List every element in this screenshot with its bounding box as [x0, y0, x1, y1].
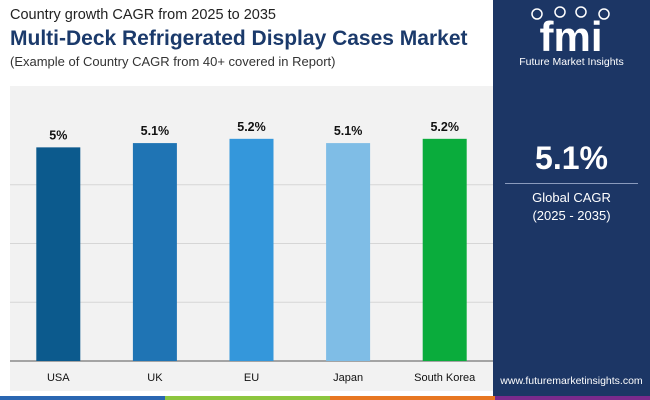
logo-person-icon [531, 8, 543, 20]
side-panel: fmi Future Market Insights 5.1% Global C… [493, 0, 650, 400]
data-label: 5.2% [430, 120, 459, 134]
global-cagr-label: Global CAGR [532, 190, 611, 205]
bar-usa [36, 147, 81, 361]
chart-header: Country growth CAGR from 2025 to 2035 Mu… [10, 6, 490, 71]
x-tick-label: Japan [333, 372, 363, 384]
logo-caption: Future Market Insights [519, 56, 624, 68]
data-label: 5.2% [237, 120, 266, 134]
chart-title: Multi-Deck Refrigerated Display Cases Ma… [10, 27, 468, 50]
chart-panel: 5% USA 5.1% UK 5.2% EU 5.1% Japan 5.2% South Kore… [10, 86, 493, 391]
x-tick-label: UK [147, 372, 163, 384]
data-label: 5.1% [141, 124, 170, 138]
global-cagr-period: (2025 - 2035) [532, 208, 611, 223]
global-cagr-value: 5.1% [535, 140, 608, 176]
logo-leaf-icon [575, 6, 587, 18]
data-label: 5.1% [334, 124, 363, 138]
bar-chart: 5% USA 5.1% UK 5.2% EU 5.1% Japan 5.2% South Kore… [10, 120, 493, 384]
x-tick-label: South Korea [414, 372, 476, 384]
bar-uk [132, 143, 177, 361]
strip-segment-2 [165, 396, 330, 400]
strip-segment-3 [330, 396, 495, 400]
strip-segment-4 [495, 396, 650, 400]
website-link[interactable]: www.futuremarketinsights.com [500, 375, 643, 387]
logo-wordmark: fmi [540, 13, 603, 60]
chart-subtitle-top: Country growth CAGR from 2025 to 2035 [10, 7, 276, 23]
x-tick-label: EU [244, 372, 259, 384]
cagr-divider [505, 183, 638, 184]
chart-subtitle-bottom: (Example of Country CAGR from 40+ covere… [10, 54, 336, 69]
data-label: 5% [49, 128, 67, 142]
logo-globe-icon [554, 6, 566, 18]
x-tick-label: USA [47, 372, 70, 384]
fmi-logo: fmi [531, 6, 610, 60]
logo-gear-icon [598, 8, 610, 20]
strip-segment-1 [0, 396, 165, 400]
bar-eu [229, 138, 274, 361]
bar-japan [326, 143, 371, 361]
bar-south-korea [422, 138, 467, 361]
